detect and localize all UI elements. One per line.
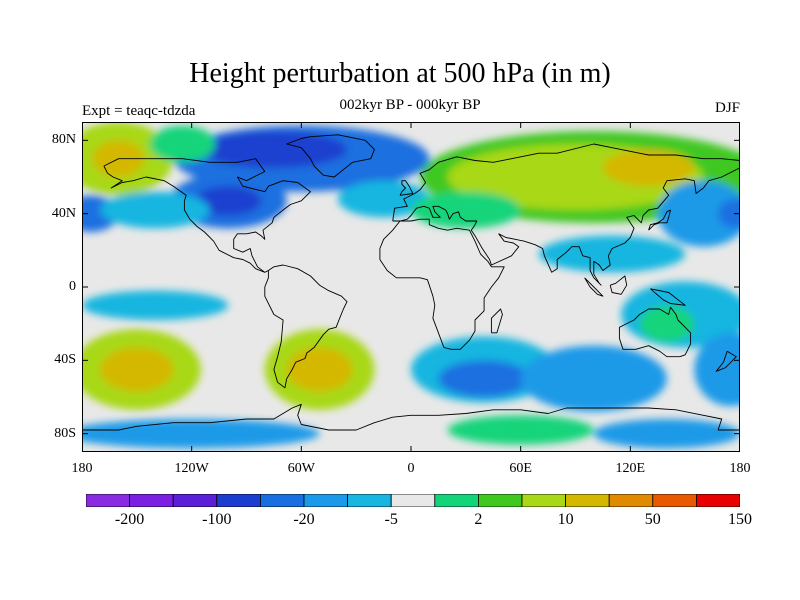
coastline	[650, 288, 686, 306]
contour-region	[639, 305, 695, 342]
x-tick-label: 0	[407, 461, 415, 476]
colorbar-box	[129, 494, 174, 507]
colorbar-box	[477, 494, 523, 507]
contour-region	[82, 419, 320, 449]
contour-region	[538, 235, 686, 273]
coastline	[392, 143, 740, 286]
x-tick-label: 120E	[615, 461, 646, 476]
contour-region	[411, 191, 521, 229]
contour-region	[657, 180, 740, 247]
season-label: DJF	[714, 100, 740, 116]
colorbar-box	[86, 494, 130, 507]
coastline	[584, 277, 604, 297]
colorbar-label: 10	[557, 511, 574, 528]
coastline	[618, 306, 692, 358]
colorbar-box	[521, 494, 566, 507]
x-tick-label: 120W	[174, 461, 209, 476]
contour-region	[438, 360, 530, 397]
coastline	[379, 218, 505, 350]
x-tick-label: 180	[71, 461, 93, 476]
contour-region	[286, 347, 353, 392]
colorbar-box	[347, 494, 392, 507]
x-tick-label: 60W	[287, 461, 315, 476]
field-contours	[82, 122, 740, 449]
y-tick-label: 80N	[51, 132, 76, 148]
chart-title: Height perturbation at 500 hPa (in m)	[189, 58, 611, 89]
contour-region	[195, 186, 262, 216]
axis-ticks	[82, 122, 740, 452]
contour-region	[520, 345, 667, 412]
colorbar-box	[608, 494, 654, 507]
contour-region	[602, 149, 695, 187]
colorbar	[86, 494, 740, 507]
y-tick-label: 80S	[54, 425, 76, 441]
contour-region	[337, 180, 430, 218]
coastline	[609, 275, 628, 295]
contour-region	[82, 290, 229, 320]
contour-region	[593, 419, 740, 449]
colorbar-box	[390, 494, 436, 507]
colorbar-label: 150	[728, 511, 752, 528]
colorbar-box	[172, 494, 218, 507]
coastline	[103, 158, 311, 273]
colorbar-label: -200	[114, 511, 145, 528]
coastline	[490, 308, 503, 334]
period-label: 002kyr BP - 000kyr BP	[339, 97, 481, 113]
contour-region	[718, 199, 740, 229]
x-tick-label: 60E	[509, 461, 532, 476]
coastlines	[82, 134, 740, 431]
colorbar-label: 50	[644, 511, 661, 528]
x-tick-label: 180	[729, 461, 751, 476]
coastline	[715, 350, 737, 372]
coastline	[286, 134, 375, 178]
coastline	[399, 180, 414, 196]
map-plot	[82, 122, 740, 452]
contour-region	[149, 125, 216, 163]
coastline	[648, 209, 671, 231]
colorbar-label: -5	[384, 511, 398, 528]
experiment-label: Expt = teaqc-tdzda	[82, 103, 196, 119]
colorbar-box	[259, 494, 305, 507]
colorbar-box	[565, 494, 610, 507]
colorbar-label: 2	[474, 511, 483, 528]
colorbar-box	[652, 494, 697, 507]
contour-region	[447, 415, 594, 445]
contour-region	[100, 191, 210, 229]
colorbar-box	[434, 494, 479, 507]
colorbar-box	[696, 494, 740, 507]
y-tick-label: 0	[69, 279, 76, 294]
y-tick-label: 40N	[51, 205, 76, 221]
coastline	[264, 264, 348, 389]
colorbar-label: -20	[293, 511, 315, 528]
y-tick-label: 40S	[54, 352, 76, 368]
colorbar-box	[303, 494, 348, 507]
contour-region	[100, 347, 174, 392]
colorbar-label: -100	[202, 511, 232, 528]
coastline	[82, 403, 740, 431]
colorbar-box	[216, 494, 261, 507]
